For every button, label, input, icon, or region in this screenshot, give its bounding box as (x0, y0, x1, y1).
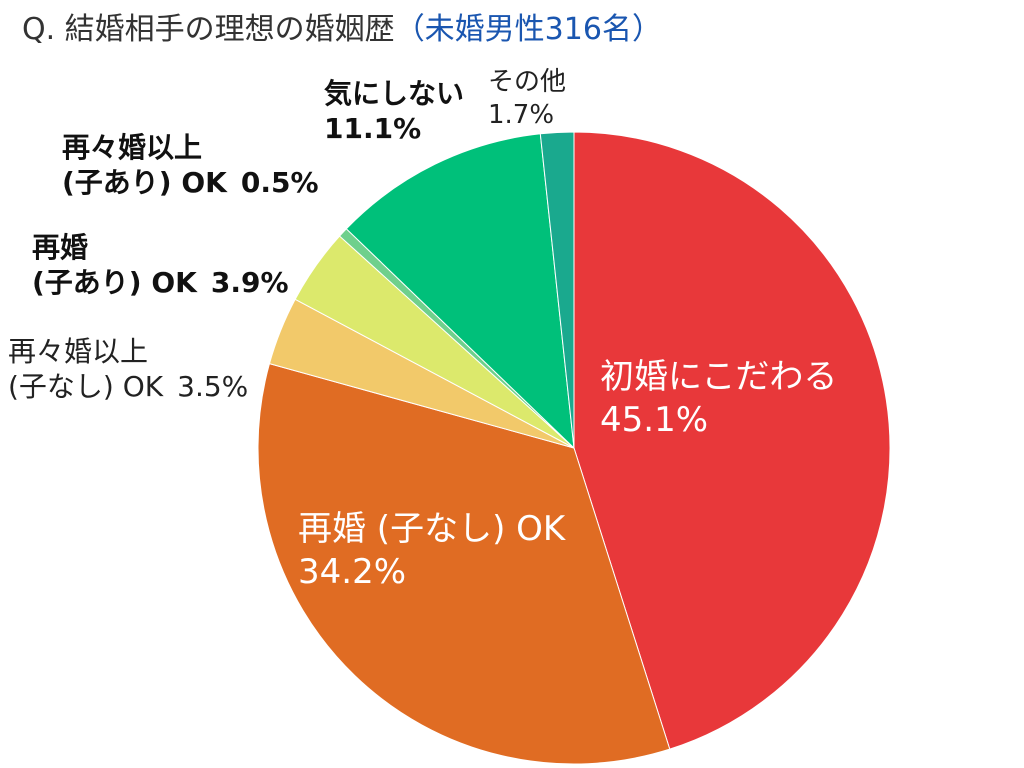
pie-slice (573, 131, 891, 750)
value-label: 34.2% (298, 551, 407, 592)
category-name: その他 (488, 67, 567, 97)
category-name: 再婚 (子なし) OK (298, 509, 566, 549)
category-name: 再々婚以上 (子あり) OK (62, 131, 227, 199)
pie-slice (345, 133, 575, 450)
value-label: 0.5% (240, 166, 319, 199)
slice-label: 再婚 (子あり) OK 3.9% (32, 230, 289, 300)
pie-slice (539, 131, 575, 449)
slice-label: 再々婚以上 (子なし) OK 3.5% (8, 334, 248, 404)
value-label: 45.1% (600, 399, 709, 440)
slice-label: 再婚 (子なし) OK 34.2% (298, 508, 565, 593)
chart-subtitle: （未婚男性316名） (394, 12, 662, 47)
pie-slice (257, 363, 671, 765)
title-block: Q. 結婚相手の理想の婚姻歴（未婚男性316名） (22, 4, 662, 48)
value-label: 3.5% (177, 370, 249, 403)
chart-title: Q. 結婚相手の理想の婚姻歴 (22, 12, 395, 47)
category-name: 再々婚以上 (子なし) OK (8, 335, 164, 403)
slice-label: 気にしない 11.1% (324, 76, 464, 146)
category-name: 再婚 (子あり) OK (32, 231, 197, 299)
slice-label: 再々婚以上 (子あり) OK 0.5% (62, 130, 319, 200)
slice-label: 初婚にこだわる 45.1% (600, 356, 837, 441)
value-label: 3.9% (210, 266, 289, 299)
category-name: 気にしない (324, 77, 465, 110)
category-name: 初婚にこだわる (600, 357, 838, 397)
value-label: 1.7% (488, 99, 555, 130)
value-label: 11.1% (324, 112, 422, 145)
slice-label: その他 1.7% (488, 66, 566, 131)
